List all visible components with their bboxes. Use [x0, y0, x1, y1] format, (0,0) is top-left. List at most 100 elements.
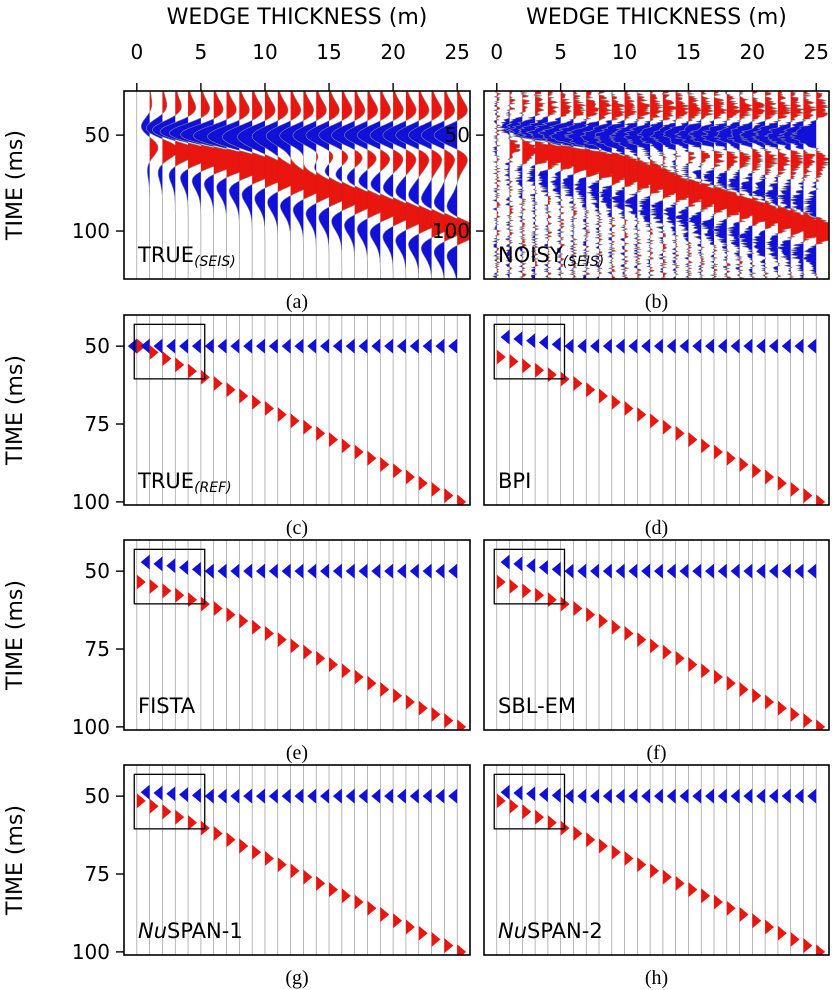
bottom-reflector-spike	[509, 578, 519, 594]
panel-caption: (f)	[647, 742, 667, 764]
top-reflector-spike	[166, 338, 176, 354]
trace-positive-fill	[701, 91, 728, 279]
top-reflector-spike	[204, 788, 214, 804]
bottom-reflector-spike	[739, 907, 749, 922]
x-tick-label: 25	[803, 40, 828, 64]
bottom-reflector-spike	[803, 488, 813, 504]
trace-line	[764, 91, 817, 279]
panel-caption: (a)	[286, 291, 308, 313]
trace-positive-fill	[535, 91, 561, 279]
top-reflector-spike	[345, 788, 355, 804]
top-reflector-spike	[448, 338, 458, 354]
bottom-reflector-spike	[611, 844, 621, 860]
trace-negative-fill	[141, 91, 150, 279]
trace-line	[713, 91, 765, 279]
bottom-reflector-spike	[803, 713, 813, 729]
bottom-reflector-spike	[188, 815, 198, 831]
top-reflector-spike	[781, 338, 791, 354]
top-reflector-spike	[396, 338, 406, 354]
bottom-reflector-spike	[790, 481, 800, 497]
trace-line	[237, 91, 293, 279]
panel-frame	[483, 764, 830, 956]
x-tick-label: 10	[612, 40, 637, 64]
trace-positive-fill	[777, 91, 803, 279]
top-reflector-spike	[705, 563, 714, 579]
y-tick-label: 100	[432, 219, 470, 243]
top-reflector-spike	[345, 563, 355, 579]
top-reflector-spike	[243, 563, 253, 579]
bottom-reflector-spike	[354, 894, 364, 910]
bottom-reflector-spike	[816, 944, 826, 955]
bottom-reflector-spike	[136, 793, 146, 809]
panel-frame	[123, 314, 471, 506]
x-tick-label: 5	[554, 40, 567, 64]
top-reflector-spike	[756, 338, 766, 354]
panel-h: NuSPAN-2 (h)	[483, 764, 830, 989]
top-reflector-spike	[577, 788, 587, 804]
top-reflector-spike	[371, 788, 381, 804]
trace-positive-fill	[675, 91, 701, 279]
trace-line	[222, 91, 283, 279]
bottom-reflector-spike	[149, 798, 159, 814]
trace-positive-fill	[522, 91, 542, 279]
top-reflector-spike	[191, 338, 201, 354]
top-reflector-spike	[396, 788, 406, 804]
bottom-reflector-spike	[547, 592, 557, 608]
bottom-reflector-spike	[175, 587, 185, 603]
panel-c: 50 75 100 TIME (ms) TRUE(REF) (c)	[3, 314, 471, 539]
trace-positive-fill	[816, 91, 829, 279]
top-reflector-spike	[692, 788, 702, 804]
bottom-reflector-spike	[790, 931, 800, 947]
bottom-reflector-spike	[624, 850, 634, 866]
bottom-reflector-spike	[547, 367, 557, 383]
plot-area	[136, 765, 467, 955]
top-reflector-spike	[526, 786, 536, 802]
trace-line	[751, 91, 804, 279]
panel-label: FISTA	[138, 694, 196, 718]
top-reflector-spike	[243, 788, 253, 804]
bottom-reflector-spike	[675, 425, 685, 441]
bottom-reflector-spike	[739, 682, 749, 697]
top-reflector-spike	[653, 563, 663, 579]
top-reflector-spike	[717, 338, 727, 354]
bottom-reflector-spike	[252, 394, 262, 410]
bottom-reflector-spike	[765, 469, 775, 485]
plot-area	[491, 91, 829, 279]
bottom-reflector-spike	[726, 900, 736, 916]
bottom-reflector-spike	[637, 857, 647, 873]
top-reflector-spike	[127, 338, 137, 354]
top-reflector-spike	[807, 788, 817, 804]
top-reflector-spike	[500, 329, 510, 345]
plot-area	[136, 91, 470, 279]
bottom-reflector-spike	[341, 438, 351, 454]
top-reflector-spike	[705, 338, 714, 354]
top-reflector-spike	[564, 338, 574, 354]
top-reflector-spike	[513, 331, 523, 347]
bottom-reflector-spike	[688, 657, 698, 673]
zoom-inset-box	[493, 323, 566, 380]
top-reflector-spike	[500, 554, 510, 570]
bottom-reflector-spike	[264, 625, 274, 641]
bottom-reflector-spike	[380, 907, 390, 922]
panel-caption: (d)	[645, 517, 668, 539]
bottom-reflector-spike	[547, 815, 557, 831]
bottom-reflector-spike	[624, 625, 634, 641]
bottom-reflector-spike	[213, 376, 223, 391]
panel-frame	[483, 314, 830, 506]
top-reflector-spike	[140, 338, 150, 354]
top-reflector-spike	[615, 788, 625, 804]
top-reflector-spike	[538, 560, 548, 575]
y-tick-label: 75	[85, 412, 110, 436]
top-reflector-spike	[320, 563, 330, 579]
trace-line	[491, 91, 502, 279]
bottom-reflector-spike	[252, 844, 262, 860]
top-reflector-spike	[320, 788, 330, 804]
bottom-reflector-spike	[316, 425, 326, 441]
trace-positive-fill	[560, 91, 593, 279]
top-reflector-spike	[217, 563, 227, 579]
bottom-reflector-spike	[816, 719, 826, 730]
top-reflector-spike	[435, 563, 445, 579]
x-tick-label: 15	[316, 40, 341, 64]
top-reflector-spike	[435, 788, 445, 804]
bottom-reflector-spike	[701, 888, 711, 904]
